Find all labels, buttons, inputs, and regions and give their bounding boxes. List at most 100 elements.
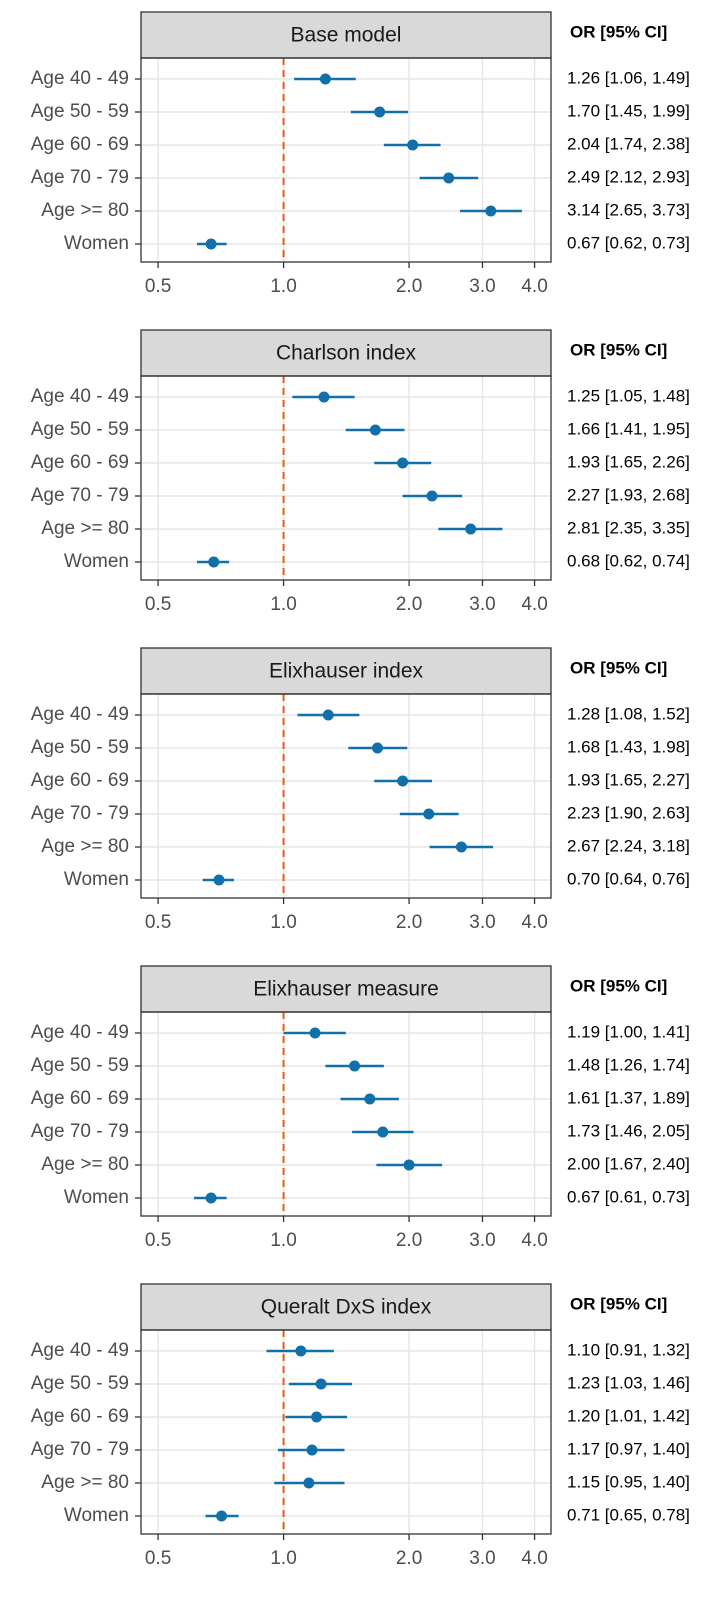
table-header: OR [95% CI] [570,1294,667,1313]
x-tick-label: 3.0 [469,276,495,297]
panel-border [140,693,552,899]
value-label: 1.23 [1.03, 1.46] [567,1373,690,1392]
strip [140,965,552,1013]
y-tick-label: Age 70 - 79 [31,167,129,188]
value-label: 2.67 [2.24, 3.18] [567,836,690,855]
x-tick-label: 1.0 [270,912,296,933]
y-tick-label: Age 70 - 79 [31,485,129,506]
panel-border [140,57,552,263]
value-label: 1.17 [0.97, 1.40] [567,1439,690,1458]
x-tick-label: 2.0 [396,1230,422,1251]
panel-background [141,1330,551,1534]
point [397,775,409,787]
point [311,1411,323,1423]
y-tick-label: Age 70 - 79 [31,1439,129,1460]
x-tick-label: 2.0 [396,1548,422,1569]
panel-background [141,1012,551,1216]
value-label: 1.93 [1.65, 2.26] [567,452,690,471]
x-tick-label: 2.0 [396,594,422,615]
value-label: 1.26 [1.06, 1.49] [567,68,690,87]
point [322,709,334,721]
value-label: 1.93 [1.65, 2.27] [567,770,690,789]
y-tick-label: Age 60 - 69 [31,1088,129,1109]
panel-border [140,1329,552,1535]
panel-background [141,58,551,262]
value-label: 0.70 [0.64, 0.76] [567,869,690,888]
y-tick-label: Age 70 - 79 [31,803,129,824]
y-tick-label: Age 40 - 49 [31,704,129,725]
x-tick-label: 1.0 [270,1230,296,1251]
x-tick-label: 0.5 [145,1230,171,1251]
point [208,556,220,568]
point [309,1027,321,1039]
y-tick-label: Age 40 - 49 [31,68,129,89]
point [465,523,477,535]
value-label: 1.48 [1.26, 1.74] [567,1055,690,1074]
value-label: 2.27 [1.93, 2.68] [567,485,690,504]
value-label: 1.15 [0.95, 1.40] [567,1472,690,1491]
x-tick-label: 0.5 [145,912,171,933]
x-tick-label: 3.0 [469,912,495,933]
x-tick-label: 3.0 [469,594,495,615]
value-label: 0.71 [0.65, 0.78] [567,1505,690,1524]
point [369,424,381,436]
table-header: OR [95% CI] [570,22,667,41]
value-label: 2.49 [2.12, 2.93] [567,167,690,186]
point [315,1378,327,1390]
point [403,1159,415,1171]
value-label: 3.14 [2.65, 3.73] [567,200,690,219]
y-tick-label: Age >= 80 [41,1472,129,1493]
x-tick-label: 3.0 [469,1230,495,1251]
point [426,490,438,502]
value-label: 2.23 [1.90, 2.63] [567,803,690,822]
value-label: 2.81 [2.35, 3.35] [567,518,690,537]
table-header: OR [95% CI] [570,976,667,995]
value-label: 1.61 [1.37, 1.89] [567,1088,690,1107]
x-tick-label: 0.5 [145,276,171,297]
point [374,106,386,118]
y-tick-label: Age 50 - 59 [31,1055,129,1076]
panel-background [141,376,551,580]
y-tick-label: Age 60 - 69 [31,452,129,473]
value-label: 1.70 [1.45, 1.99] [567,101,690,120]
value-label: 2.00 [1.67, 2.40] [567,1154,690,1173]
y-tick-label: Age 60 - 69 [31,770,129,791]
panel-background [141,694,551,898]
y-tick-label: Age 40 - 49 [31,1340,129,1361]
y-tick-label: Age 40 - 49 [31,386,129,407]
value-label: 1.10 [0.91, 1.32] [567,1340,690,1359]
x-tick-label: 1.0 [270,1548,296,1569]
y-tick-label: Age 50 - 59 [31,737,129,758]
panel-border [140,375,552,581]
point [319,73,331,85]
value-label: 1.28 [1.08, 1.52] [567,704,690,723]
x-tick-label: 4.0 [521,594,547,615]
x-tick-label: 1.0 [270,276,296,297]
y-tick-label: Age 60 - 69 [31,134,129,155]
y-tick-label: Women [64,869,129,890]
value-label: 0.67 [0.61, 0.73] [567,1187,690,1206]
value-label: 0.68 [0.62, 0.74] [567,551,690,570]
value-label: 1.73 [1.46, 2.05] [567,1121,690,1140]
point [213,874,225,886]
x-tick-label: 3.0 [469,1548,495,1569]
strip [140,647,552,695]
value-label: 1.68 [1.43, 1.98] [567,737,690,756]
y-tick-label: Age 50 - 59 [31,1373,129,1394]
y-tick-label: Age 50 - 59 [31,419,129,440]
point [377,1126,389,1138]
x-tick-label: 4.0 [521,912,547,933]
point [364,1093,376,1105]
point [372,742,384,754]
point [318,391,330,403]
point [443,172,455,184]
point [306,1444,318,1456]
table-header: OR [95% CI] [570,340,667,359]
y-tick-label: Age >= 80 [41,836,129,857]
strip [140,11,552,59]
y-tick-label: Women [64,1187,129,1208]
point [303,1477,315,1489]
y-tick-label: Age 60 - 69 [31,1406,129,1427]
point [216,1510,228,1522]
